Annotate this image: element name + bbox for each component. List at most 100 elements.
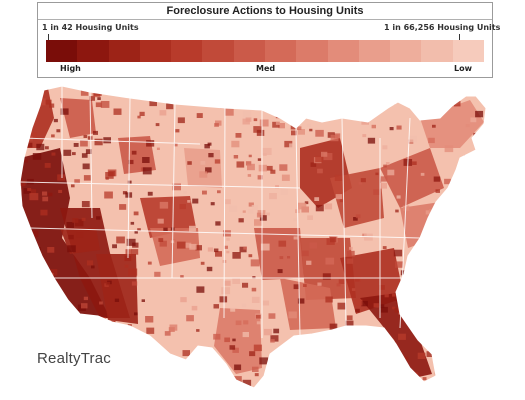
county-cell [256,321,261,325]
county-cell [469,240,473,243]
county-cell [332,368,337,372]
county-cell [80,89,89,96]
county-cell [131,150,137,155]
county-cell [279,164,288,171]
county-cell [351,288,356,291]
county-cell [322,273,331,280]
county-cell [180,297,187,303]
county-cell [425,210,431,215]
county-cell [378,285,385,290]
county-cell [279,256,284,260]
county-cell [410,292,418,298]
county-cell [146,140,155,147]
county-cell [453,344,462,351]
county-cell [103,137,111,144]
county-cell [105,342,112,348]
county-cell [382,246,387,250]
county-cell [288,311,297,319]
county-cell [242,332,249,338]
county-cell [200,261,205,265]
county-cell [233,376,242,383]
county-cell [196,329,200,332]
county-cell [130,351,136,356]
county-cell [325,257,335,265]
state-border [29,227,421,239]
county-cell [196,113,203,118]
county-cell [464,312,469,316]
county-cell [281,174,290,181]
county-cell [384,293,389,298]
county-cell [478,196,486,203]
county-cell [131,249,139,255]
county-cell [97,97,101,100]
county-cell [484,214,486,222]
county-cell [259,119,269,127]
county-cell [332,86,337,91]
county-cell [51,152,56,156]
county-cell [482,309,486,317]
county-cell [470,268,475,273]
county-cell [417,95,421,98]
county-cell [331,97,339,104]
county-cell [329,323,338,330]
county-cell [214,89,222,95]
county-cell [83,175,91,181]
county-cell [215,221,221,226]
legend-swatch [77,40,109,62]
county-cell [428,333,434,338]
county-cell [258,164,267,172]
county-cell [254,219,263,226]
county-cell [387,169,395,176]
county-cell [232,347,239,353]
county-cell [481,211,486,218]
county-cell [45,99,52,105]
county-cell [477,381,482,385]
county-cell [444,178,451,185]
county-cell [466,183,473,188]
county-cell [334,382,341,388]
county-cell [139,111,145,116]
county-cell [113,108,122,115]
county-cell [250,259,260,267]
county-cell [175,129,180,133]
county-cell [341,364,347,369]
county-cell [330,134,339,142]
county-cell [231,140,240,148]
county-cell [80,140,88,147]
county-cell [346,315,353,321]
foreclosure-map [19,85,487,389]
county-cell [87,136,93,140]
county-cell [426,351,434,357]
county-cell [385,162,390,165]
county-cell [349,334,359,342]
county-cell [290,125,296,130]
county-cell [63,149,72,156]
county-cell [255,314,261,319]
county-cell [473,342,477,345]
county-cell [250,101,255,106]
county-cell [85,149,92,154]
county-cell [438,256,442,260]
county-cell [452,207,461,214]
county-cell [213,333,221,340]
county-cell [339,199,344,203]
county-cell [57,174,65,181]
county-cell [270,169,276,174]
county-cell [158,238,164,242]
county-cell [395,209,399,213]
county-cell [412,161,417,165]
county-cell [192,198,199,204]
county-cell [354,111,358,114]
county-cell [307,215,313,220]
county-cell [422,328,426,331]
county-cell [327,109,333,114]
county-cell [229,345,236,350]
county-cell [432,268,436,272]
county-cell [29,189,37,195]
county-cell [468,230,477,237]
county-cell [99,301,103,305]
county-cell [130,221,135,225]
county-cell [72,330,79,336]
county-cell [166,103,174,110]
county-cell [254,373,259,377]
